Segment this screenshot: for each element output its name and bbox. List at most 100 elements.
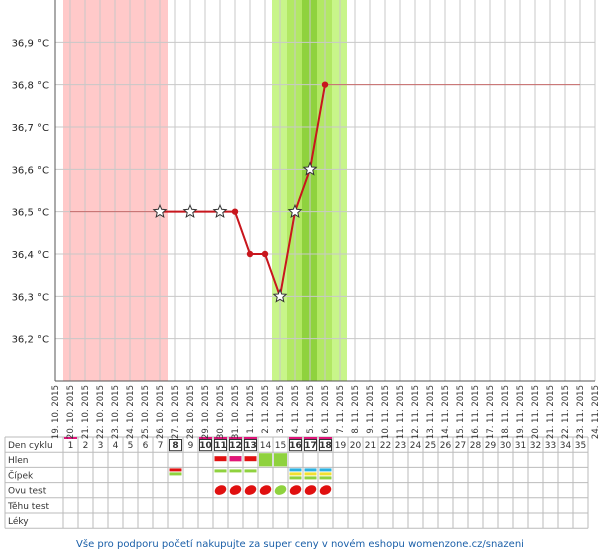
cycle-day: 7 [158,441,164,451]
cycle-day: 31 [515,441,526,451]
cycle-day: 12 [229,441,242,451]
row-label: Hlen [8,456,29,466]
x-tick-label: 27. 10. 2015 [171,385,181,439]
x-tick-label: 9. 11. 2015 [366,385,376,434]
x-tick-label: 17. 11. 2015 [486,385,496,439]
highlight-day [289,439,302,452]
symptom-icon [214,469,227,473]
y-tick-label: 36,4 °C [12,250,49,261]
cycle-day: 20 [350,441,362,451]
y-tick-label: 36,5 °C [12,208,49,219]
x-tick-label: 13. 11. 2015 [426,385,436,439]
x-tick-label: 22. 11. 2015 [561,385,571,439]
point [246,250,254,258]
highlight-day [304,439,317,452]
ovu-test-icon [274,485,287,495]
symptom-icon [319,476,332,480]
symptom-icon [229,456,242,462]
footer-link[interactable]: Vše pro podporu početí nakupujte za supe… [76,538,524,550]
cycle-day: 1 [68,441,74,451]
y-tick-label: 36,6 °C [12,165,49,176]
highlight-day [229,439,242,452]
point [261,250,269,258]
x-tick-label: 3. 11. 2015 [276,385,286,434]
cycle-day: 15 [275,441,286,451]
row-label: Čípek [8,469,34,481]
row-label: Léky [8,516,29,527]
x-tick-label: 30. 10. 2015 [216,385,226,439]
x-tick-label: 19. 10. 2015 [51,385,61,439]
symptom-icon [289,472,302,476]
x-tick-label: 7. 11. 2015 [336,385,346,434]
ovu-test-icon [304,485,317,495]
x-tick-label: 25. 10. 2015 [141,385,151,439]
symptom-icon [229,469,242,473]
cycle-day: 13 [244,441,257,451]
symptom-icon [259,453,272,467]
symptom-icon [244,469,257,473]
cycle-day: 17 [304,441,317,451]
x-tick-label: 15. 11. 2015 [456,385,466,439]
x-tick-label: 19. 11. 2015 [516,385,526,439]
cycle-day: 8 [172,441,178,451]
cycle-day: 11 [214,441,227,451]
row-label: Těhu test [7,502,50,512]
cycle-day: 32 [530,441,541,451]
star-point [182,203,198,218]
x-tick-label: 16. 11. 2015 [471,385,481,439]
x-tick-label: 29. 10. 2015 [201,385,211,439]
star-point [212,203,228,218]
symptom-icon [169,468,182,472]
highlight-day [214,439,227,452]
star-point [302,161,318,176]
star-point [152,203,168,218]
cycle-day: 5 [128,441,134,451]
symptom-icon [289,476,302,480]
x-tick-label: 2. 11. 2015 [261,385,271,434]
cycle-day: 24 [410,441,422,451]
x-tick-label: 21. 11. 2015 [546,385,556,439]
cycle-day: 22 [380,441,391,451]
symptom-icon [304,476,317,480]
x-tick-label: 20. 10. 2015 [66,385,76,439]
x-tick-label: 1. 11. 2015 [246,385,256,434]
highlight-day [319,439,332,452]
cycle-day: 29 [485,441,497,451]
x-tick-label: 23. 10. 2015 [111,385,121,439]
cycle-day: 21 [365,441,376,451]
x-tick-label: 4. 11. 2015 [291,385,301,434]
cycle-day: 26 [440,441,452,451]
x-tick-label: 26. 10. 2015 [156,385,166,439]
period-mark [214,437,227,439]
cycle-day: 28 [470,441,482,451]
cycle-day: 16 [289,441,302,451]
y-tick-label: 36,7 °C [12,123,49,134]
ovu-test-icon [259,485,272,495]
cycle-day: 18 [319,441,332,451]
cycle-day: 33 [545,441,556,451]
y-tick-label: 36,3 °C [12,292,49,303]
x-tick-label: 24. 10. 2015 [126,385,136,439]
cycle-day: 14 [260,441,272,451]
cycle-day: 9 [188,441,194,451]
period-mark [304,437,317,439]
cycle-day: 6 [143,441,149,451]
y-tick-label: 36,9 °C [12,38,49,49]
temperature-line [160,84,326,301]
point [231,208,239,215]
period-mark [199,437,212,439]
highlight-day [244,439,257,452]
cycle-day: 3 [98,441,104,451]
cycle-day: 4 [113,441,119,451]
cycle-day: 35 [575,441,586,451]
period-mark [244,437,257,439]
x-tick-label: 8. 11. 2015 [351,385,361,434]
x-tick-label: 23. 11. 2015 [576,385,586,439]
y-tick-label: 36,2 °C [12,335,49,346]
x-tick-label: 24. 11. 2015 [591,385,600,439]
cycle-day: 25 [425,441,436,451]
symptom-icon [304,472,317,476]
symptom-icon [319,472,332,476]
